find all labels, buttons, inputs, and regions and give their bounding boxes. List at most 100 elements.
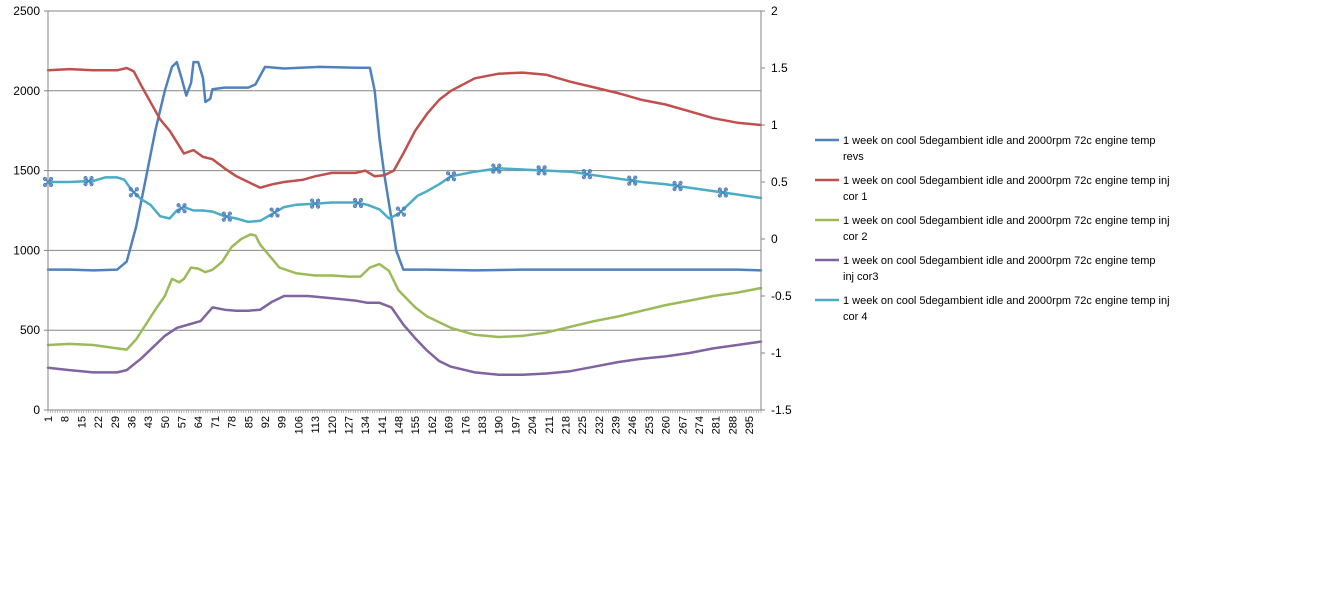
marker-dot [42, 182, 48, 188]
data-marker [491, 163, 502, 174]
x-tick-label: 197 [510, 416, 522, 434]
x-tick-label: 148 [394, 416, 406, 434]
series-line-3 [46, 233, 763, 351]
marker-dot [358, 203, 364, 209]
marker-stroke [582, 169, 592, 179]
x-tick-label: 29 [110, 416, 122, 428]
marker-stroke [673, 181, 683, 191]
marker-stroke [177, 203, 187, 213]
x-tick-label: 162 [427, 416, 439, 434]
gridlines [48, 10, 761, 331]
marker-dot [401, 206, 407, 211]
x-tick-label: 246 [627, 416, 639, 434]
data-marker [309, 198, 321, 209]
x-tick-label: 155 [410, 416, 422, 434]
marker-dot [352, 203, 358, 209]
marker-dot [542, 165, 547, 170]
marker-dot [275, 213, 280, 218]
marker-dot [445, 177, 451, 182]
x-tick-label: 43 [143, 416, 155, 428]
marker-dot [587, 175, 593, 180]
y2-tick-label: -1 [771, 346, 782, 360]
legend-label-2: 1 week on cool 5degambient idle and 2000… [843, 175, 1170, 203]
x-tick-label: 92 [260, 416, 272, 428]
legend-label-3: 1 week on cool 5degambient idle and 2000… [843, 215, 1170, 243]
marker-dot [395, 212, 401, 217]
x-tick-label: 141 [377, 416, 389, 434]
legend-label-line: cor 1 [843, 191, 867, 203]
x-tick-label: 78 [227, 416, 239, 428]
x-tick-label: 239 [611, 416, 623, 434]
marker-dot [678, 180, 683, 186]
y-tick-label: 1500 [13, 164, 40, 178]
marker-dot [269, 213, 274, 218]
data-marker [221, 211, 232, 222]
series-lines [46, 60, 763, 376]
marker-dot [128, 193, 133, 198]
x-tick-label: 106 [293, 416, 305, 434]
marker-dot [723, 187, 728, 192]
legend-label-line: cor 4 [843, 311, 867, 323]
series-line-2 [46, 66, 763, 189]
marker-dot [717, 187, 722, 192]
marker-dot [134, 193, 139, 198]
legend-label-line: 1 week on cool 5degambient idle and 2000… [843, 295, 1170, 307]
marker-dot [275, 207, 280, 212]
x-tick-label: 15 [76, 416, 88, 428]
x-tick-label: 183 [477, 416, 489, 434]
marker-stroke [627, 176, 637, 186]
marker-dot [491, 163, 496, 168]
y-tick-label: 1000 [13, 243, 40, 257]
x-tick-label: 281 [711, 416, 723, 434]
data-markers [42, 163, 728, 222]
marker-stroke [396, 207, 406, 217]
x-tick-label: 50 [160, 416, 172, 428]
x-tick-label: 120 [327, 416, 339, 434]
marker-dot [221, 211, 226, 216]
legend-label-1: 1 week on cool 5degambient idle and 2000… [843, 135, 1156, 163]
marker-dot [445, 171, 451, 176]
x-tick-label: 169 [444, 416, 456, 434]
y-tick-label: 500 [20, 323, 40, 337]
marker-stroke [270, 208, 280, 218]
marker-stroke [84, 176, 94, 186]
y2-tick-label: 1 [771, 118, 778, 132]
x-tick-label: 218 [560, 416, 572, 434]
marker-dot [633, 175, 638, 180]
marker-dot [221, 217, 226, 222]
x-tick-label: 260 [661, 416, 673, 434]
x-tick-label: 85 [243, 416, 255, 428]
x-tick-label: 71 [210, 416, 222, 428]
x-tick-label: 22 [93, 416, 105, 428]
x-tick-label: 211 [544, 416, 556, 434]
marker-dot [315, 198, 321, 203]
data-marker [83, 175, 94, 187]
marker-dot [723, 193, 728, 198]
y2-tick-label: 0 [771, 232, 778, 246]
y-tick-label: 2500 [13, 4, 40, 18]
marker-stroke [446, 171, 456, 181]
marker-dot [497, 163, 502, 168]
x-tick-label: 8 [60, 416, 72, 422]
marker-dot [542, 171, 547, 176]
marker-dot [176, 203, 181, 208]
y2-tick-label: 0.5 [771, 175, 788, 189]
marker-stroke [353, 198, 363, 208]
marker-stroke [491, 164, 501, 174]
marker-dot [491, 169, 496, 174]
x-tick-label: 127 [343, 416, 355, 434]
marker-dot [48, 182, 54, 188]
legend-label-5: 1 week on cool 5degambient idle and 2000… [843, 295, 1170, 323]
series-line-1 [46, 60, 763, 272]
legend-label-4: 1 week on cool 5degambient idle and 2000… [843, 255, 1156, 283]
marker-dot [672, 180, 677, 186]
marker-dot [182, 209, 187, 214]
marker-dot [182, 203, 187, 208]
y2-tick-label: 1.5 [771, 61, 788, 75]
marker-stroke [222, 212, 232, 222]
data-marker [536, 165, 547, 176]
data-marker [672, 180, 683, 192]
data-marker [269, 207, 280, 218]
y-tick-label: 0 [33, 403, 40, 417]
